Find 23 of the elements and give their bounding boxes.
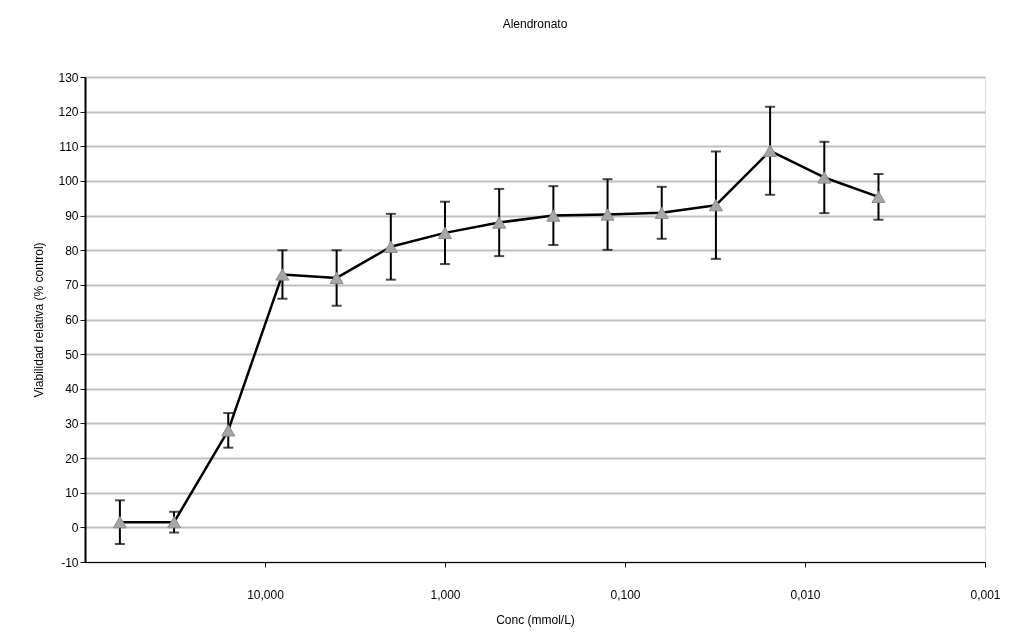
y-tick-label: 80 — [65, 243, 79, 258]
y-tick-label: 0 — [71, 520, 79, 535]
x-tick-label: 0,100 — [610, 587, 641, 602]
y-tick-label: 130 — [58, 70, 79, 85]
x-tick-label: 0,010 — [790, 587, 821, 602]
y-tick-label: 50 — [65, 347, 79, 362]
x-tick-label: 10,000 — [247, 587, 285, 602]
x-tick-label: 0,001 — [970, 587, 1001, 602]
y-tick-label: -10 — [61, 555, 79, 570]
y-tick-label: 70 — [65, 278, 79, 293]
y-tick-label: 120 — [58, 105, 79, 120]
y-axis-title: Viabilidad relativa (% control) — [32, 242, 47, 398]
y-tick-label: 100 — [58, 174, 79, 189]
y-tick-label: 90 — [65, 209, 79, 224]
y-tick-label: 10 — [65, 486, 79, 501]
chart-title: Alendronato — [502, 17, 568, 31]
y-tick-label: 60 — [65, 313, 79, 327]
x-tick-label: 1,000 — [430, 587, 461, 602]
y-tick-label: 20 — [65, 451, 79, 466]
y-tick-label: 30 — [65, 416, 79, 431]
y-tick-label: 40 — [65, 382, 79, 397]
y-tick-label: 110 — [59, 139, 79, 154]
x-axis-title: Conc (mmol/L) — [496, 612, 575, 627]
